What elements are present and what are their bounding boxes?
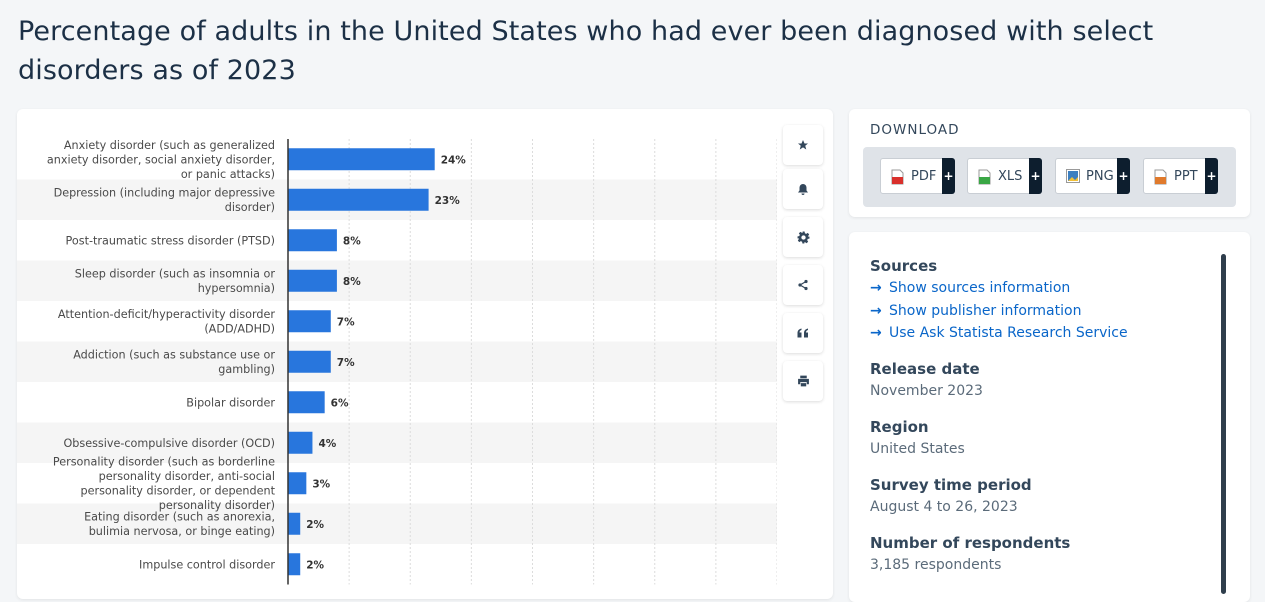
plus-icon: + — [1205, 158, 1218, 194]
plus-icon: + — [1117, 158, 1130, 194]
data-label: 2% — [306, 519, 324, 531]
bar[interactable] — [288, 188, 429, 211]
download-png-button[interactable]: PNG + — [1055, 158, 1130, 194]
region-value: United States — [870, 441, 965, 457]
bar[interactable] — [288, 553, 301, 576]
pdf-file-icon — [891, 169, 904, 185]
print-button[interactable] — [783, 361, 823, 401]
research-service-link[interactable]: → Use Ask Statista Research Service — [870, 325, 1128, 341]
chart-card: 24% Anxiety disorder (such as generalized… — [17, 109, 833, 599]
download-png-label: PNG — [1086, 169, 1114, 184]
download-xls-label: XLS — [998, 169, 1023, 184]
respondents-heading: Number of respondents — [870, 534, 1071, 552]
bell-icon — [798, 183, 808, 195]
data-label: 23% — [435, 195, 461, 207]
category-label: Eating disorder (such as anorexia, bulimi… — [84, 511, 275, 539]
category-label: Post-traumatic stress disorder (PTSD) — [66, 234, 275, 247]
show-sources-link[interactable]: → Show sources information — [870, 280, 1070, 296]
data-label: 24% — [441, 154, 467, 166]
printer-icon — [797, 375, 809, 387]
notification-button[interactable] — [783, 169, 823, 209]
category-label: Depression (including major depressive di… — [54, 187, 276, 215]
arrow-right-icon: → — [870, 325, 882, 341]
show-publisher-link[interactable]: → Show publisher information — [870, 303, 1081, 319]
bar[interactable] — [288, 391, 325, 414]
bar[interactable] — [288, 431, 313, 454]
respondents-value: 3,185 respondents — [870, 557, 1002, 573]
xls-file-icon — [978, 169, 991, 185]
download-bar: PDF + XLS + PNG + PPT + — [863, 147, 1236, 207]
data-label: 7% — [337, 357, 355, 369]
data-label: 4% — [318, 438, 336, 450]
category-label: Sleep disorder (such as insomnia or hyper… — [75, 268, 276, 296]
png-file-icon — [1066, 169, 1080, 183]
cite-button[interactable] — [783, 313, 823, 353]
row-band — [17, 341, 777, 382]
plus-icon: + — [942, 158, 955, 194]
row-band — [17, 260, 777, 301]
row-band — [17, 503, 777, 544]
survey-period-value: August 4 to 26, 2023 — [870, 499, 1018, 515]
arrow-right-icon: → — [870, 280, 882, 296]
survey-period-heading: Survey time period — [870, 476, 1032, 494]
data-label: 8% — [343, 276, 361, 288]
download-ppt-button[interactable]: PPT + — [1143, 158, 1218, 194]
download-pdf-label: PDF — [911, 169, 937, 184]
bar[interactable] — [288, 229, 337, 252]
star-icon — [798, 140, 808, 150]
info-card: Sources → Show sources information → Show … — [849, 232, 1250, 602]
gear-icon — [797, 231, 809, 243]
data-label: 6% — [331, 397, 349, 409]
category-label: Anxiety disorder (such as generalized anx… — [47, 139, 275, 181]
plus-icon: + — [1029, 158, 1042, 194]
sources-heading: Sources — [870, 257, 938, 275]
data-label: 7% — [337, 316, 355, 328]
category-label: Obsessive-compulsive disorder (OCD) — [63, 437, 275, 450]
show-publisher-link-label: Show publisher information — [889, 303, 1082, 319]
release-date-heading: Release date — [870, 360, 980, 378]
bar[interactable] — [288, 472, 307, 495]
ppt-file-icon — [1154, 169, 1167, 185]
category-label: Impulse control disorder — [139, 558, 275, 571]
bar[interactable] — [288, 148, 435, 171]
bar[interactable] — [288, 350, 331, 373]
research-service-link-label: Use Ask Statista Research Service — [889, 325, 1128, 341]
bar[interactable] — [288, 512, 301, 535]
region-heading: Region — [870, 418, 929, 436]
info-scrollbar[interactable] — [1221, 254, 1226, 594]
bar[interactable] — [288, 310, 331, 333]
data-label: 8% — [343, 235, 361, 247]
share-button[interactable] — [783, 265, 823, 305]
page-title: Percentage of adults in the United State… — [18, 16, 1154, 86]
bar[interactable] — [288, 269, 337, 292]
settings-button[interactable] — [783, 217, 823, 257]
category-label: Personality disorder (such as borderline… — [53, 456, 276, 513]
category-label: Attention-deficit/hyperactivity disorder… — [58, 308, 275, 336]
show-sources-link-label: Show sources information — [889, 280, 1071, 296]
download-xls-button[interactable]: XLS + — [967, 158, 1042, 194]
bar-chart: 24% Anxiety disorder (such as generalized… — [17, 139, 777, 585]
quote-icon — [797, 328, 808, 338]
row-band — [17, 422, 777, 463]
category-label: Addiction (such as substance use or gambl… — [73, 349, 275, 377]
category-label: Bipolar disorder — [186, 396, 275, 409]
download-title: DOWNLOAD — [870, 122, 960, 138]
download-pdf-button[interactable]: PDF + — [880, 158, 955, 194]
favorite-button[interactable] — [783, 125, 823, 165]
release-date-value: November 2023 — [870, 383, 983, 399]
download-card: DOWNLOAD PDF + XLS + PNG + PPT + — [849, 109, 1250, 217]
download-ppt-label: PPT — [1174, 169, 1198, 184]
share-icon — [798, 279, 808, 291]
data-label: 2% — [306, 559, 324, 571]
arrow-right-icon: → — [870, 303, 882, 319]
data-label: 3% — [312, 478, 330, 490]
